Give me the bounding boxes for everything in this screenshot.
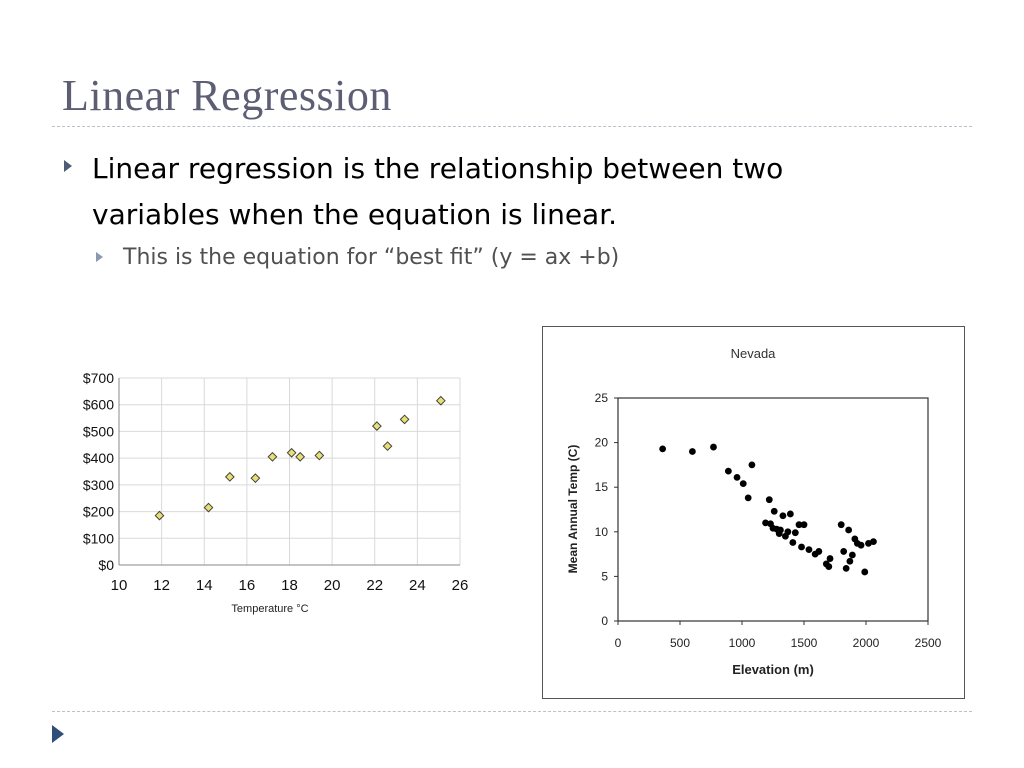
x-tick-label: 24 [409,577,426,594]
data-point [840,548,848,555]
data-points [659,443,877,576]
data-point [154,510,165,521]
y-tick-label: 0 [601,614,608,628]
data-point [435,395,446,406]
y-tick-label: 25 [595,391,609,405]
data-point [399,414,410,425]
y-tick-label: $300 [83,477,114,493]
y-tick-label: $100 [83,530,114,546]
y-tick-label: 5 [601,569,608,583]
x-tick-label: 22 [366,577,383,594]
y-tick-label: $0 [98,557,114,573]
data-point [224,471,235,482]
data-point [710,443,717,451]
y-tick-labels: $0 $100 $200 $300 $400 $500 $600 $700 [83,370,114,573]
data-point [791,529,799,537]
footer-divider [52,711,972,712]
data-point [805,546,813,554]
data-point [846,557,854,565]
x-tick-label: 14 [196,577,213,594]
bullet-sub: This is the equation for “best fit” (y =… [123,245,620,270]
data-point [798,543,805,551]
x-tick-label: 12 [153,577,170,594]
x-tick-label: 2000 [853,636,880,650]
data-point [845,526,853,534]
x-tick-label: 1000 [729,636,756,650]
data-point [744,494,752,502]
data-point [250,473,261,484]
data-point [837,521,845,529]
x-tick-labels: 0 500 1000 1500 2000 2500 [615,621,942,650]
data-point [784,528,792,536]
data-point [203,502,214,513]
data-point [815,548,823,555]
next-slide-icon[interactable] [52,725,64,743]
data-point [779,512,787,520]
data-point [689,448,696,455]
data-point [795,521,803,529]
x-tick-label: 500 [670,636,690,650]
data-point [826,555,834,562]
data-point [786,510,794,518]
y-axis-label: Mean Annual Temp (C) [566,445,580,574]
chart-grid [118,377,461,566]
data-point [659,445,667,453]
data-point [800,521,808,529]
data-point [870,538,877,546]
data-point [777,526,784,534]
bullet-main: Linear regression is the relationship be… [92,152,784,231]
x-tick-label: 26 [452,577,469,594]
data-point [842,564,850,572]
x-axis-label: Elevation (m) [732,662,814,677]
data-point [295,451,306,462]
y-tick-label: $600 [83,397,114,413]
sub-bullet-arrow-icon [96,252,103,262]
data-point [382,441,393,452]
data-point [286,447,297,458]
title-divider [52,126,972,127]
data-point [733,473,741,481]
data-point [770,507,778,515]
y-tick-label: $400 [83,450,114,466]
data-point [314,450,325,461]
y-tick-label: $200 [83,504,114,520]
chart-title: Nevada [731,346,777,361]
data-point [825,563,833,570]
data-points [154,395,446,521]
data-point [789,539,797,546]
data-point [748,461,756,469]
x-tick-label: 0 [615,636,622,650]
y-tick-label: $500 [83,423,114,439]
y-tick-label: 10 [595,525,609,539]
data-point [371,421,382,431]
x-tick-label: 10 [111,577,128,594]
data-point [848,551,856,559]
data-point [765,496,773,504]
y-tick-labels: 0 5 10 15 20 25 [595,391,618,628]
data-point [724,467,732,475]
data-point [267,451,278,462]
y-tick-label: 20 [595,436,609,450]
x-tick-label: 20 [324,577,341,594]
x-tick-label: 1500 [791,636,818,650]
y-tick-label: $700 [83,370,114,386]
x-tick-labels: 10 12 14 16 18 20 22 24 26 [111,577,469,594]
x-tick-label: 16 [239,577,256,594]
data-point [861,568,869,576]
data-point [739,480,747,488]
x-axis-label: Temperature °C [231,603,308,615]
y-tick-label: 15 [595,480,609,494]
x-tick-label: 18 [281,577,298,594]
data-point [857,541,865,549]
temperature-price-chart: $0$100$200$300$400$500$600$700 10 12 14 16 1… [83,370,469,615]
slide-title: Linear Regression [62,71,392,120]
x-tick-label: 2500 [915,636,942,650]
nevada-elevation-chart: Nevada 0 5 10 15 20 25 0 500 1000 1500 2000 2500 E… [542,326,965,699]
bullet-arrow-icon [64,160,72,172]
